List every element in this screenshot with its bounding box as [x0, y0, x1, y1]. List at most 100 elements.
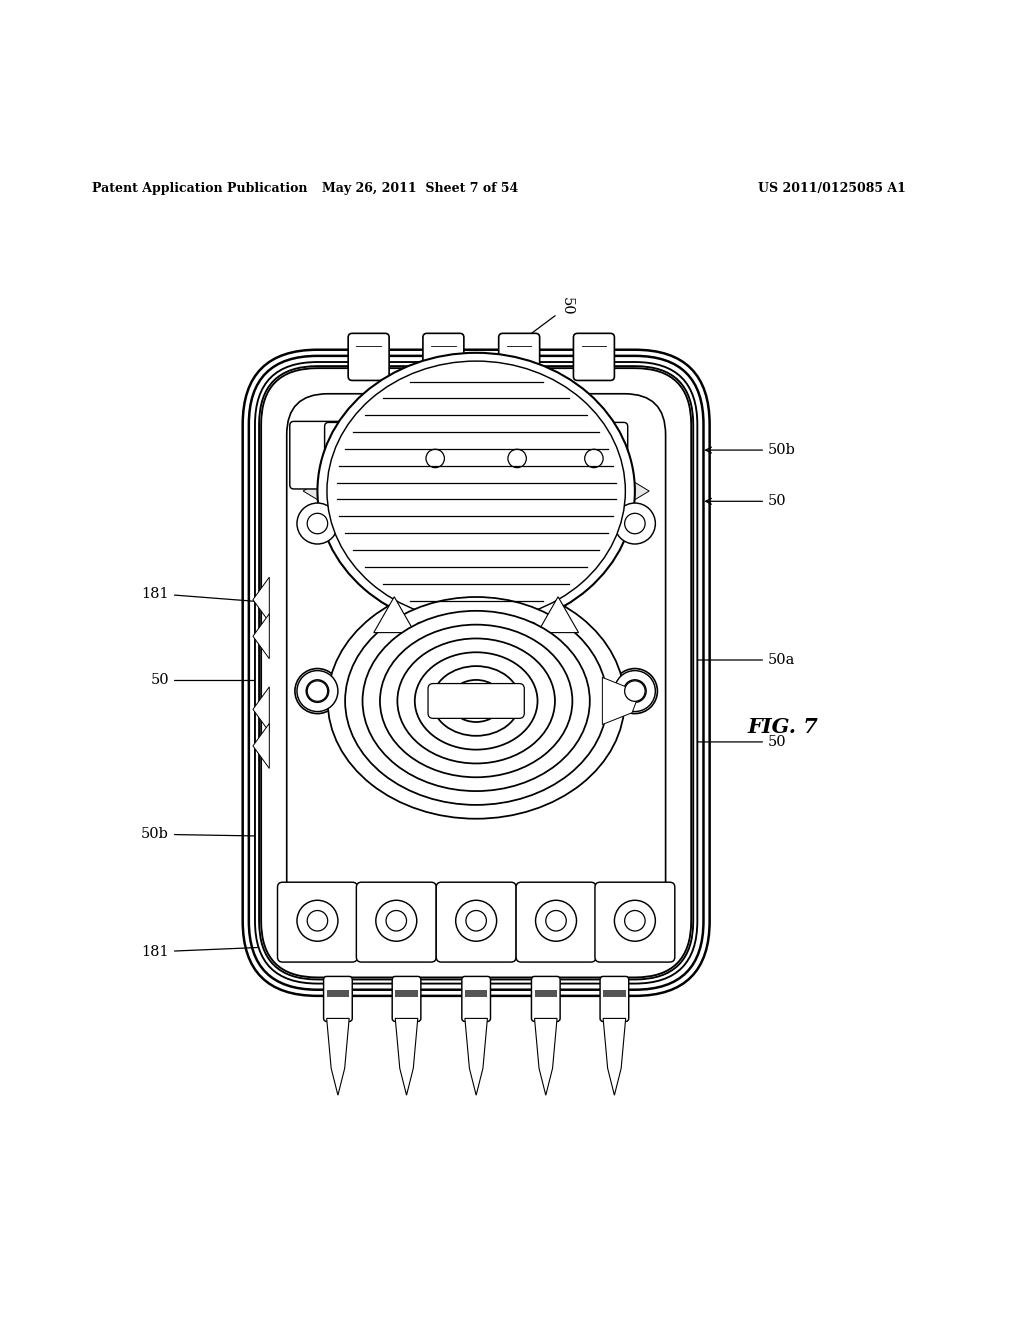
- Ellipse shape: [328, 583, 625, 818]
- Bar: [535, 990, 557, 997]
- FancyBboxPatch shape: [324, 977, 352, 1022]
- Polygon shape: [253, 614, 269, 659]
- Circle shape: [378, 680, 400, 702]
- Ellipse shape: [415, 652, 538, 750]
- Polygon shape: [603, 463, 649, 519]
- Circle shape: [426, 449, 444, 467]
- Circle shape: [614, 671, 655, 711]
- Circle shape: [546, 911, 566, 931]
- Text: 181: 181: [141, 944, 272, 958]
- Text: Patent Application Publication: Patent Application Publication: [92, 182, 307, 195]
- Circle shape: [297, 671, 338, 711]
- Ellipse shape: [450, 680, 503, 722]
- Circle shape: [297, 503, 338, 544]
- FancyBboxPatch shape: [595, 882, 675, 962]
- Polygon shape: [303, 463, 349, 519]
- Circle shape: [575, 440, 612, 477]
- Circle shape: [386, 911, 407, 931]
- FancyBboxPatch shape: [255, 362, 697, 983]
- Polygon shape: [253, 577, 269, 622]
- Text: May 26, 2011  Sheet 7 of 54: May 26, 2011 Sheet 7 of 54: [322, 182, 518, 195]
- Circle shape: [307, 513, 328, 533]
- Bar: [395, 990, 418, 997]
- Polygon shape: [253, 686, 269, 731]
- FancyBboxPatch shape: [417, 622, 536, 651]
- Circle shape: [624, 680, 646, 702]
- FancyBboxPatch shape: [531, 977, 560, 1022]
- FancyBboxPatch shape: [573, 334, 614, 380]
- FancyBboxPatch shape: [600, 977, 629, 1022]
- Ellipse shape: [317, 352, 635, 630]
- Polygon shape: [602, 677, 637, 725]
- FancyBboxPatch shape: [356, 882, 436, 962]
- FancyBboxPatch shape: [348, 334, 389, 380]
- Circle shape: [508, 449, 526, 467]
- Bar: [327, 990, 349, 997]
- FancyBboxPatch shape: [560, 422, 628, 492]
- FancyBboxPatch shape: [325, 422, 392, 492]
- Polygon shape: [603, 1019, 626, 1096]
- Text: 50b: 50b: [141, 828, 334, 841]
- Circle shape: [536, 900, 577, 941]
- Text: 50: 50: [675, 735, 786, 748]
- Circle shape: [614, 900, 655, 941]
- FancyBboxPatch shape: [436, 882, 516, 962]
- Text: 50: 50: [522, 297, 574, 341]
- Ellipse shape: [432, 667, 520, 735]
- Polygon shape: [535, 1019, 557, 1096]
- Circle shape: [367, 668, 412, 714]
- Polygon shape: [327, 1019, 349, 1096]
- FancyBboxPatch shape: [278, 882, 357, 962]
- Ellipse shape: [362, 611, 590, 791]
- Text: 50: 50: [151, 673, 293, 688]
- FancyBboxPatch shape: [401, 422, 469, 492]
- Circle shape: [625, 513, 645, 533]
- Polygon shape: [538, 597, 579, 632]
- FancyBboxPatch shape: [462, 977, 490, 1022]
- Circle shape: [499, 440, 536, 477]
- Ellipse shape: [345, 597, 607, 805]
- Circle shape: [307, 911, 328, 931]
- Circle shape: [456, 900, 497, 941]
- Circle shape: [612, 668, 657, 714]
- FancyBboxPatch shape: [261, 368, 691, 977]
- Ellipse shape: [397, 639, 555, 763]
- FancyBboxPatch shape: [499, 334, 540, 380]
- Polygon shape: [374, 597, 415, 632]
- FancyBboxPatch shape: [290, 421, 365, 488]
- Text: 50a: 50a: [665, 653, 796, 667]
- FancyBboxPatch shape: [243, 350, 710, 995]
- Circle shape: [585, 449, 603, 467]
- Circle shape: [466, 911, 486, 931]
- Text: 181: 181: [141, 586, 269, 605]
- Text: 50: 50: [706, 494, 786, 508]
- Circle shape: [625, 911, 645, 931]
- Text: 50b: 50b: [706, 444, 796, 457]
- Bar: [465, 990, 487, 997]
- Circle shape: [417, 440, 454, 477]
- Text: FIG. 7: FIG. 7: [748, 717, 818, 737]
- Ellipse shape: [380, 624, 572, 777]
- Circle shape: [552, 680, 574, 702]
- Polygon shape: [465, 1019, 487, 1096]
- Bar: [603, 990, 626, 997]
- FancyBboxPatch shape: [428, 684, 524, 718]
- Polygon shape: [253, 723, 269, 768]
- FancyBboxPatch shape: [287, 393, 666, 936]
- FancyBboxPatch shape: [259, 366, 693, 979]
- Circle shape: [306, 680, 329, 702]
- Circle shape: [297, 900, 338, 941]
- Circle shape: [541, 668, 586, 714]
- FancyBboxPatch shape: [483, 422, 551, 492]
- FancyBboxPatch shape: [423, 334, 464, 380]
- Circle shape: [295, 668, 340, 714]
- Circle shape: [625, 681, 645, 701]
- Circle shape: [614, 503, 655, 544]
- Text: US 2011/0125085 A1: US 2011/0125085 A1: [758, 182, 905, 195]
- Circle shape: [376, 900, 417, 941]
- FancyBboxPatch shape: [392, 977, 421, 1022]
- Polygon shape: [395, 1019, 418, 1096]
- FancyBboxPatch shape: [249, 356, 703, 990]
- Ellipse shape: [327, 362, 626, 620]
- Circle shape: [307, 681, 328, 701]
